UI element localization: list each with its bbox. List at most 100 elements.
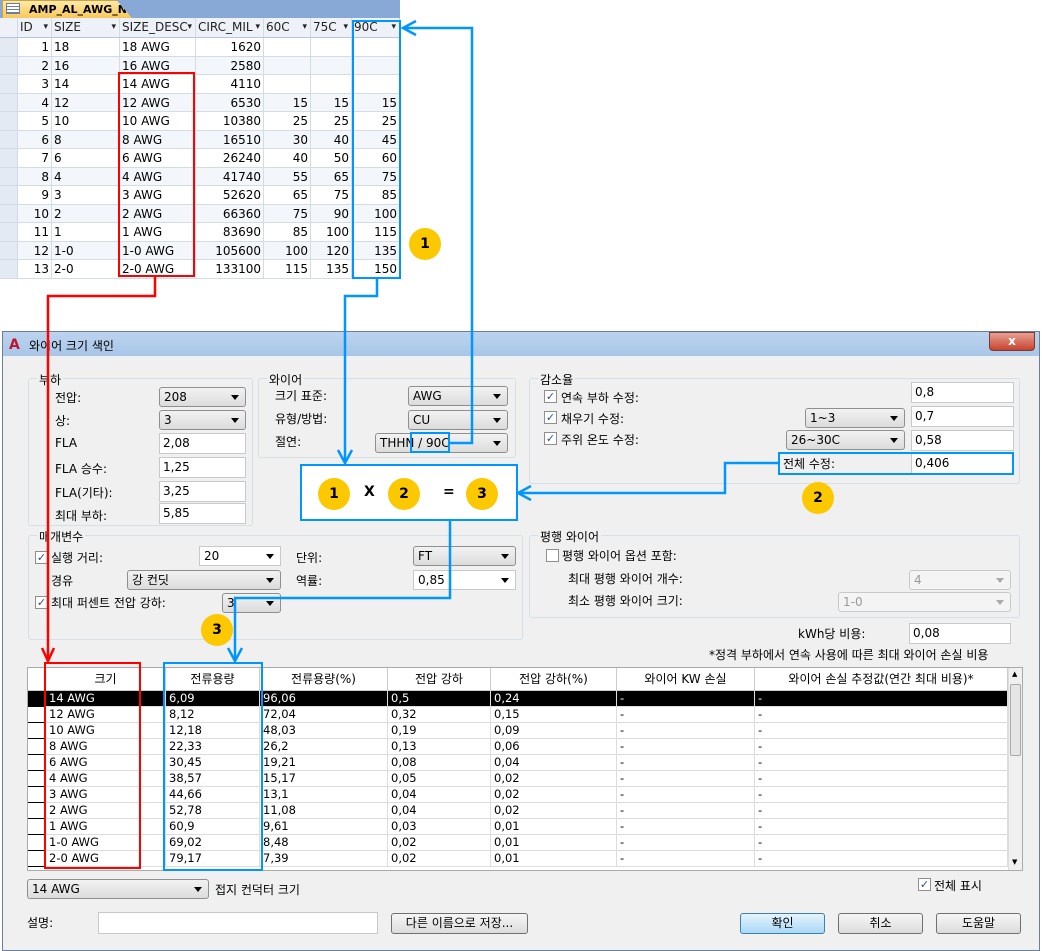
row-selector[interactable] (0, 204, 18, 222)
fla-multiplier-field[interactable]: 1,25 (159, 457, 246, 478)
table-cell[interactable] (311, 75, 352, 93)
scrollbar-thumb[interactable] (1010, 684, 1021, 756)
table-cell[interactable]: 18 (52, 38, 120, 56)
kwh-cost-field[interactable]: 0,08 (909, 623, 1011, 644)
grid-row[interactable]: 10 AWG 12,18 48,03 0,19 0,09- - (28, 723, 1008, 739)
row-selector[interactable] (0, 223, 18, 241)
table-row[interactable]: 10 2 2 AWG 66360 75 90 100 (0, 204, 400, 223)
continuous-load-field[interactable]: 0,8 (911, 382, 1014, 403)
table-cell[interactable]: 11 (18, 223, 52, 241)
table-cell[interactable]: 16510 (196, 130, 264, 148)
table-cell[interactable]: 16 AWG (120, 56, 196, 74)
table-cell[interactable]: 66360 (196, 204, 264, 222)
continuous-load-checkbox[interactable]: ✓ (544, 390, 557, 403)
column-header[interactable]: SIZE_DESC ▾ (120, 18, 196, 37)
fill-field[interactable]: 0,7 (911, 406, 1014, 427)
table-cell[interactable]: 15 (311, 93, 352, 111)
table-cell[interactable]: 41740 (196, 167, 264, 185)
column-header[interactable]: CIRC_MIL ▾ (196, 18, 264, 37)
table-cell[interactable]: 13 (18, 260, 52, 278)
table-cell[interactable]: 3 (18, 75, 52, 93)
size-standard-select[interactable]: AWG (408, 386, 508, 406)
grid-column-header[interactable]: 전압 강하 (388, 668, 491, 691)
table-cell[interactable]: 52620 (196, 186, 264, 204)
table-cell[interactable]: 100 (311, 223, 352, 241)
ok-button[interactable]: 확인 (740, 913, 825, 934)
help-button[interactable]: 도움말 (936, 913, 1021, 934)
grid-row[interactable]: 3 AWG 44,66 13,1 0,04 0,02- - (28, 787, 1008, 803)
grid-column-header[interactable]: 와이어 KW 손실 (617, 668, 755, 691)
table-cell[interactable]: 85 (264, 223, 311, 241)
table-cell[interactable]: 25 (311, 112, 352, 130)
min-parallel-size-select[interactable]: 1-0 (838, 592, 1011, 612)
table-cell[interactable]: 12 AWG (120, 93, 196, 111)
unit-select[interactable]: FT (413, 546, 516, 566)
table-cell[interactable]: 25 (264, 112, 311, 130)
fla-field[interactable]: 2,08 (159, 433, 246, 454)
run-distance-combo[interactable]: 20 (199, 546, 281, 566)
table-cell[interactable]: 100 (264, 241, 311, 259)
row-selector[interactable] (0, 241, 18, 259)
row-selector[interactable] (0, 38, 18, 56)
power-factor-combo[interactable]: 0,85 (413, 570, 516, 590)
show-all-checkbox[interactable]: ✓ (918, 878, 931, 891)
fill-select[interactable]: 1~3 (805, 408, 905, 428)
table-cell[interactable]: 65 (311, 167, 352, 185)
row-selector[interactable] (0, 93, 18, 111)
column-header[interactable]: 60C ▾ (264, 18, 311, 37)
table-cell[interactable] (311, 56, 352, 74)
row-selector[interactable] (0, 130, 18, 148)
grid-column-header[interactable]: 전류용량(%) (260, 668, 388, 691)
table-row[interactable]: 3 14 14 AWG 4110 (0, 75, 400, 94)
description-field[interactable] (98, 912, 378, 934)
table-cell[interactable]: 10380 (196, 112, 264, 130)
grid-row[interactable]: 6 AWG 30,45 19,21 0,08 0,04- - (28, 755, 1008, 771)
table-cell[interactable]: 15 (264, 93, 311, 111)
table-cell[interactable]: 26240 (196, 149, 264, 167)
wire-type-select[interactable]: CU (408, 410, 508, 430)
table-cell[interactable]: 12 (18, 241, 52, 259)
table-cell[interactable]: 4 AWG (120, 167, 196, 185)
table-row[interactable]: 11 1 1 AWG 83690 85 100 115 (0, 223, 400, 242)
select-all-corner[interactable] (0, 18, 18, 37)
close-button[interactable]: x (989, 332, 1035, 351)
table-cell[interactable] (264, 56, 311, 74)
table-cell[interactable]: 3 AWG (120, 186, 196, 204)
table-cell[interactable]: 18 AWG (120, 38, 196, 56)
grid-row[interactable]: 2-0 AWG 79,17 7,39 0,02 0,01- - (28, 851, 1008, 867)
table-row[interactable]: 2 16 16 AWG 2580 (0, 56, 400, 75)
table-cell[interactable]: 14 AWG (120, 75, 196, 93)
grid-column-header[interactable]: 크기 (46, 668, 166, 691)
table-cell[interactable]: 8 (18, 167, 52, 185)
grid-scrollbar[interactable]: ▲ ▼ (1008, 668, 1022, 870)
table-cell[interactable]: 40 (264, 149, 311, 167)
table-cell[interactable]: 75 (264, 204, 311, 222)
table-cell[interactable]: 83690 (196, 223, 264, 241)
run-distance-checkbox[interactable]: ✓ (35, 551, 48, 564)
table-cell[interactable]: 10 AWG (120, 112, 196, 130)
row-selector[interactable] (0, 167, 18, 185)
filter-dropdown-icon[interactable]: ▾ (391, 22, 396, 32)
column-header[interactable]: 75C ▾ (311, 18, 352, 37)
scroll-up-icon[interactable]: ▲ (1012, 670, 1018, 678)
table-row[interactable]: 4 12 12 AWG 6530 15 15 15 (0, 93, 400, 112)
row-selector[interactable] (0, 260, 18, 278)
grid-row[interactable]: 14 AWG 6,09 96,06 0,5 0,24- - (28, 691, 1008, 707)
table-cell[interactable] (311, 38, 352, 56)
grid-column-header[interactable]: 전압 강하(%) (491, 668, 617, 691)
table-cell[interactable]: 1 (18, 38, 52, 56)
table-cell[interactable]: 120 (311, 241, 352, 259)
filter-dropdown-icon[interactable]: ▾ (302, 22, 307, 32)
row-selector[interactable] (0, 56, 18, 74)
grid-column-header[interactable]: 와이어 손실 추정값(연간 최대 비용)* (755, 668, 1008, 691)
filter-dropdown-icon[interactable]: ▾ (43, 22, 48, 32)
column-header[interactable]: ID ▾ (18, 18, 52, 37)
table-row[interactable]: 1 18 18 AWG 1620 (0, 38, 400, 57)
cancel-button[interactable]: 취소 (838, 913, 923, 934)
table-cell[interactable]: 1-0 AWG (120, 241, 196, 259)
table-cell[interactable]: 10 (18, 204, 52, 222)
fla-other-field[interactable]: 3,25 (159, 481, 246, 502)
via-select[interactable]: 강 컨딧 (127, 570, 281, 590)
